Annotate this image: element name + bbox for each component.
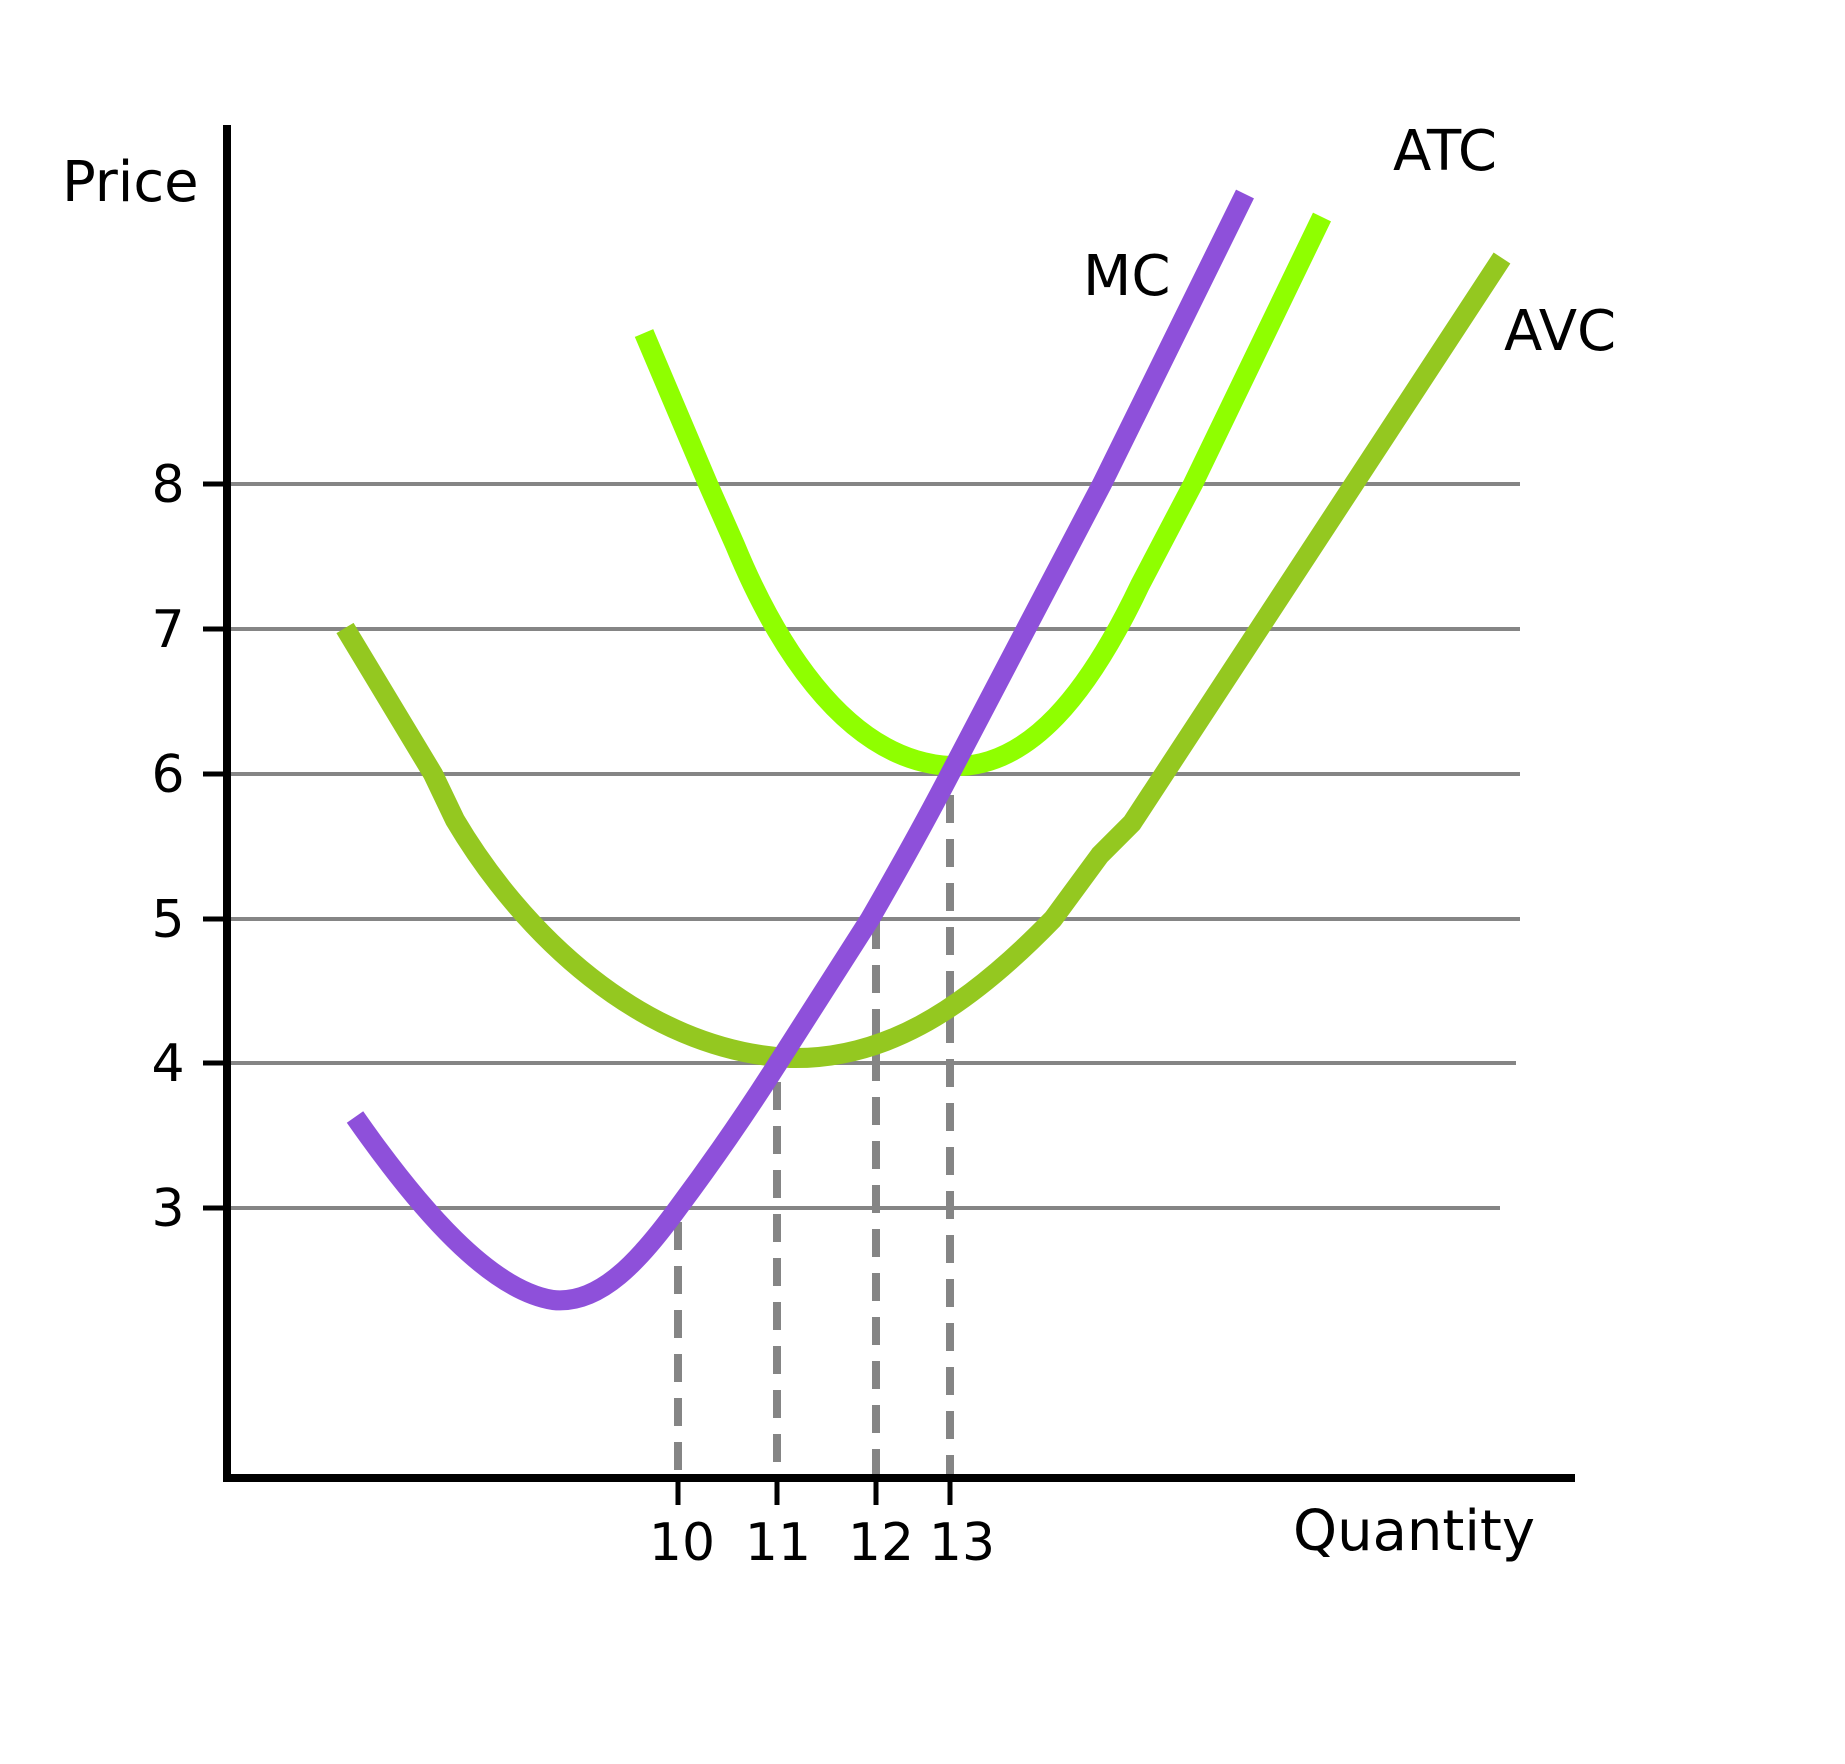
x-ticks [675, 1478, 953, 1505]
x-axis-title: Quantity [1293, 1499, 1535, 1564]
drop-lines [674, 795, 954, 1474]
y-tick-label-7: 7 [151, 600, 184, 660]
mc-label: MC [1083, 244, 1170, 309]
y-ticks [203, 481, 227, 1211]
y-axis-title: Price [62, 150, 199, 215]
y-tick-label-4: 4 [151, 1034, 184, 1094]
x-tick-label-13: 13 [929, 1513, 995, 1573]
x-tick-label-12: 12 [848, 1513, 914, 1573]
avc-label: AVC [1504, 299, 1616, 364]
y-tick-label-5: 5 [151, 890, 184, 950]
avc-curve [336, 252, 1511, 1069]
y-tick-label-3: 3 [151, 1179, 184, 1239]
mc-curve [346, 189, 1254, 1311]
x-tick-label-11: 11 [745, 1513, 811, 1573]
x-tick-label-10: 10 [649, 1513, 715, 1573]
y-tick-label-6: 6 [151, 745, 184, 805]
y-tick-label-8: 8 [151, 455, 184, 515]
atc-label: ATC [1393, 119, 1497, 184]
